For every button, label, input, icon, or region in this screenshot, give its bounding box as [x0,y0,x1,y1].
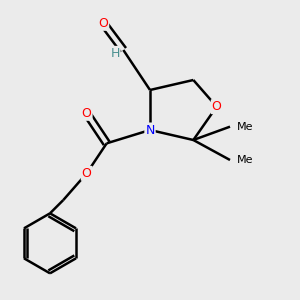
Text: H: H [110,47,120,60]
Text: Me: Me [237,155,253,165]
Text: O: O [82,167,92,180]
Text: Me: Me [237,122,253,132]
Text: O: O [98,17,108,30]
Text: N: N [145,124,155,136]
Text: O: O [82,107,92,120]
Text: O: O [212,100,222,113]
